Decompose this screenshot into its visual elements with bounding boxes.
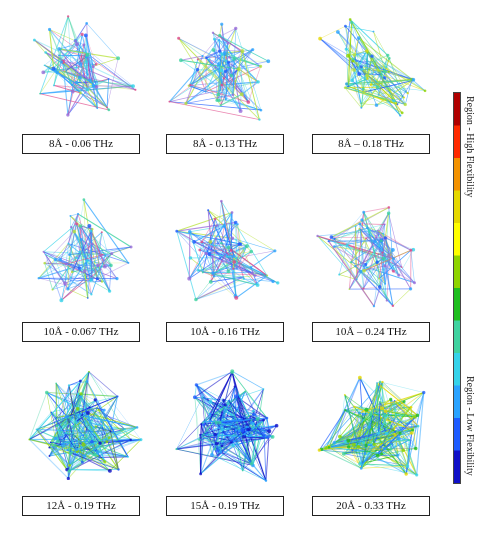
- panel-2: 8Å - 0.13 THz: [150, 0, 300, 158]
- panel-caption: 10Å - 0.067 THz: [22, 322, 140, 342]
- network-graph: [317, 375, 426, 477]
- colorbar-bottom-label: Region - Low Flexibility: [464, 376, 475, 476]
- panel-3: 8Å – 0.18 THz: [296, 0, 446, 158]
- panel-7: 12Å - 0.19 THz: [6, 362, 156, 520]
- panel-caption: 12Å - 0.19 THz: [22, 496, 140, 516]
- network-graph: [28, 370, 143, 481]
- panel-caption: 20Å - 0.33 THz: [312, 496, 430, 516]
- network-graph: [168, 22, 271, 121]
- network-graph: [318, 18, 427, 117]
- network-graph: [32, 15, 137, 117]
- panel-9: 20Å - 0.33 THz: [296, 362, 446, 520]
- panel-4: 10Å - 0.067 THz: [6, 188, 156, 346]
- panel-caption: 15Å - 0.19 THz: [166, 496, 284, 516]
- network-graph: [175, 199, 280, 302]
- panel-caption: 8Å – 0.18 THz: [312, 134, 430, 154]
- network-graph: [37, 198, 133, 303]
- flexibility-colorbar: [453, 92, 461, 484]
- network-graph: [175, 369, 279, 483]
- panel-8: 15Å - 0.19 THz: [150, 362, 300, 520]
- panel-1: 8Å - 0.06 THz: [6, 0, 156, 158]
- panel-6: 10Å – 0.24 THz: [296, 188, 446, 346]
- colorbar-top-label: Region - High Flexibility: [464, 96, 475, 198]
- panel-caption: 8Å - 0.13 THz: [166, 134, 284, 154]
- panel-5: 10Å - 0.16 THz: [150, 188, 300, 346]
- panel-caption: 10Å - 0.16 THz: [166, 322, 284, 342]
- panel-caption: 8Å - 0.06 THz: [22, 134, 140, 154]
- network-graph: [316, 206, 416, 308]
- panel-caption: 10Å – 0.24 THz: [312, 322, 430, 342]
